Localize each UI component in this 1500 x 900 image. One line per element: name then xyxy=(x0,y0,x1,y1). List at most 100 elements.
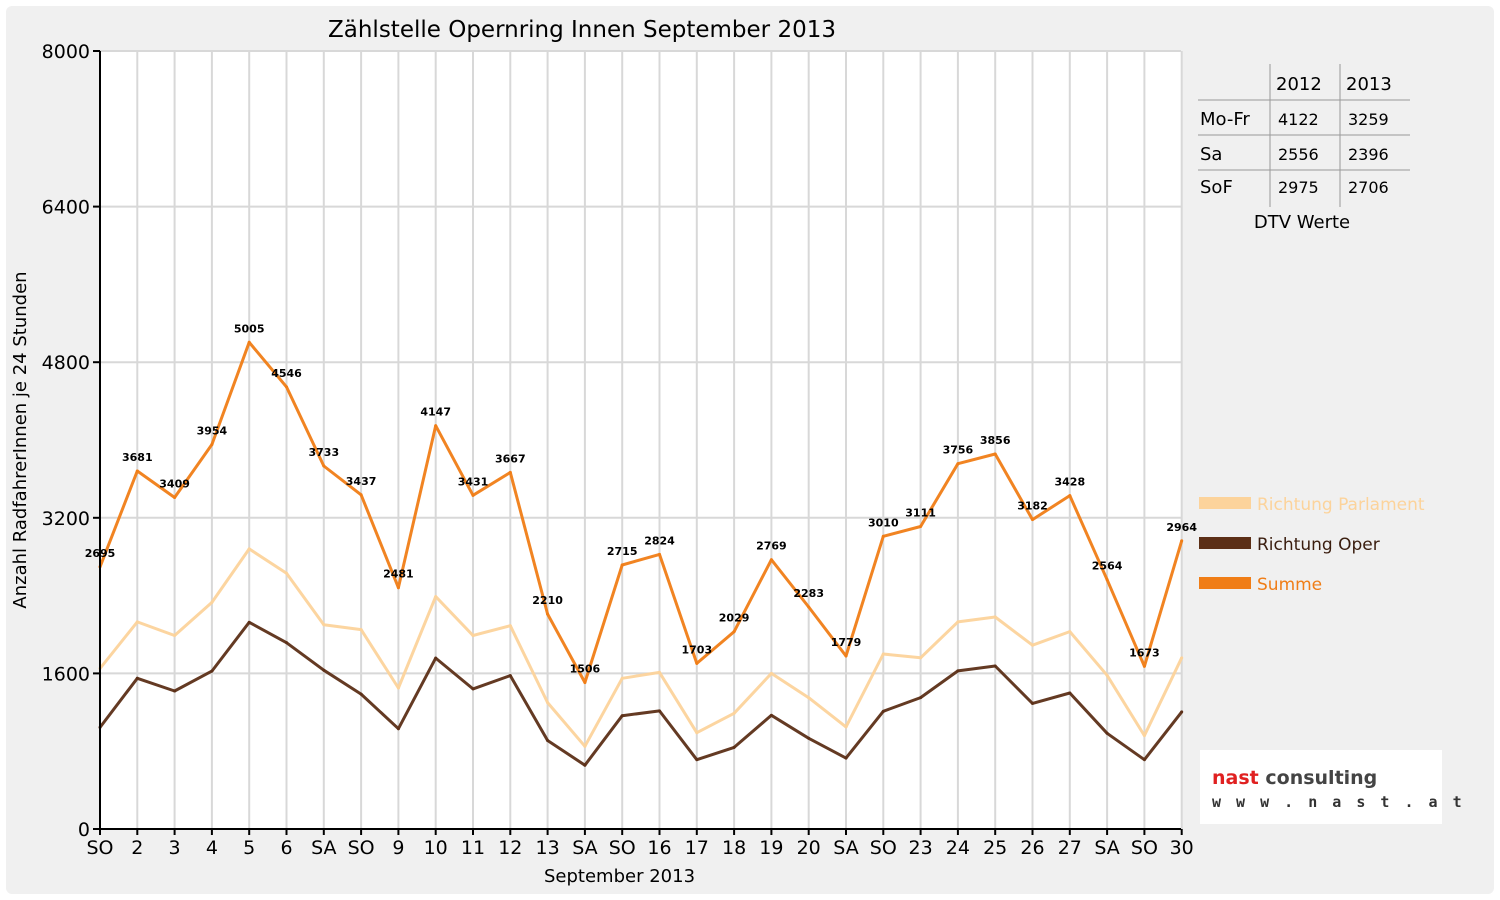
data-point xyxy=(508,624,512,628)
data-point xyxy=(1105,731,1109,735)
dtv-caption: DTV Werte xyxy=(1254,212,1350,233)
data-label: 3954 xyxy=(197,424,228,437)
data-point xyxy=(135,469,139,473)
data-label: 2564 xyxy=(1092,560,1123,573)
data-point xyxy=(210,600,214,604)
data-label: 2283 xyxy=(793,587,824,600)
y-tick-label: 1600 xyxy=(42,663,90,685)
x-tick-label: 18 xyxy=(722,837,746,859)
data-point xyxy=(322,623,326,627)
x-tick-label: SO xyxy=(609,837,636,859)
series-line xyxy=(98,620,1183,767)
data-point xyxy=(956,462,960,466)
data-point xyxy=(620,676,624,680)
logo-word-nast: nast xyxy=(1212,767,1259,789)
x-tick-label: 4 xyxy=(206,837,218,859)
data-label: 3409 xyxy=(159,477,190,490)
x-tick-label: 25 xyxy=(983,837,1007,859)
x-tick-label: SA xyxy=(833,837,858,859)
data-point xyxy=(732,745,736,749)
data-label: 2824 xyxy=(644,534,675,547)
data-point xyxy=(695,731,699,735)
data-point xyxy=(434,424,438,428)
data-label: 3756 xyxy=(943,444,974,457)
data-label: 4546 xyxy=(271,367,302,380)
data-point xyxy=(881,534,885,538)
data-point xyxy=(881,652,885,656)
data-label: 3428 xyxy=(1054,476,1085,489)
data-point xyxy=(993,664,997,668)
x-tick-label: 19 xyxy=(759,837,783,859)
data-point xyxy=(471,687,475,691)
x-tick-label: 2 xyxy=(131,837,143,859)
data-point xyxy=(1142,664,1146,668)
dtv-row-label: Sa xyxy=(1200,144,1222,165)
data-point xyxy=(1068,630,1072,634)
plot-area xyxy=(100,51,1181,829)
data-point xyxy=(1142,758,1146,762)
x-tick-label: 20 xyxy=(797,837,821,859)
data-point xyxy=(173,689,177,693)
x-tick-label: 30 xyxy=(1170,837,1194,859)
data-point xyxy=(919,524,923,528)
dtv-table: 2012 2013 Mo-Fr 4122 3259 Sa 2556 2396 S… xyxy=(1198,64,1410,233)
data-label: 3111 xyxy=(905,506,936,519)
y-tick-label: 0 xyxy=(78,819,90,841)
data-point xyxy=(1105,673,1109,677)
x-tick-label: 26 xyxy=(1020,837,1044,859)
data-point xyxy=(434,595,438,599)
data-point xyxy=(359,692,363,696)
data-point xyxy=(1031,701,1034,705)
data-point xyxy=(993,452,997,456)
data-label: 3681 xyxy=(122,451,153,464)
data-point xyxy=(769,671,773,675)
x-tick-label: SA xyxy=(572,837,597,859)
legend: Richtung Parlament Richtung Oper Summe xyxy=(1199,495,1425,595)
series-line xyxy=(98,340,1184,684)
legend-swatch xyxy=(1199,537,1251,549)
x-tick-label: 12 xyxy=(498,837,522,859)
logo-word-consulting: consulting xyxy=(1265,767,1377,789)
data-point xyxy=(210,442,214,446)
data-point xyxy=(844,756,848,760)
data-label: 1506 xyxy=(570,663,601,676)
data-point xyxy=(285,641,288,645)
data-point xyxy=(844,725,848,729)
data-point xyxy=(546,739,550,743)
data-point xyxy=(210,669,214,673)
x-tick-label: SO xyxy=(348,837,375,859)
data-point xyxy=(1180,656,1184,660)
y-axis-title: Anzahl RadfahrerInnen je 24 Stunden xyxy=(10,271,31,608)
data-point xyxy=(658,670,661,674)
data-point xyxy=(396,586,400,590)
data-labels: 2695368134093954500545463733343724814147… xyxy=(85,322,1198,675)
x-tick-label: 5 xyxy=(243,837,255,859)
x-tick-label: 9 xyxy=(392,837,404,859)
data-point xyxy=(173,633,177,637)
x-tick-label: 6 xyxy=(280,837,292,859)
x-tick-label: 11 xyxy=(461,837,485,859)
legend-swatch xyxy=(1199,497,1251,509)
x-tick-label: SA xyxy=(1094,837,1119,859)
data-point xyxy=(1031,518,1034,522)
data-point xyxy=(919,656,923,660)
x-tick-label: SO xyxy=(1131,837,1158,859)
data-label: 3431 xyxy=(458,475,489,488)
data-point xyxy=(583,744,587,748)
data-point xyxy=(322,668,326,672)
data-point xyxy=(1142,734,1146,738)
chart-title: Zählstelle Opernring Innen September 201… xyxy=(328,17,836,43)
data-label: 1673 xyxy=(1129,646,1160,659)
series-layer xyxy=(98,340,1184,767)
data-label: 2769 xyxy=(756,540,787,553)
data-label: 2964 xyxy=(1166,521,1197,534)
x-tick-label: SO xyxy=(86,837,113,859)
x-tick-label: 13 xyxy=(536,837,560,859)
logo: nast consulting w w w . n a s t . a t xyxy=(1200,750,1462,824)
data-point xyxy=(322,464,326,468)
dtv-cell: 2396 xyxy=(1348,145,1389,164)
dtv-row-label: SoF xyxy=(1200,177,1233,198)
data-point xyxy=(1031,643,1034,647)
data-label: 2715 xyxy=(607,545,638,558)
